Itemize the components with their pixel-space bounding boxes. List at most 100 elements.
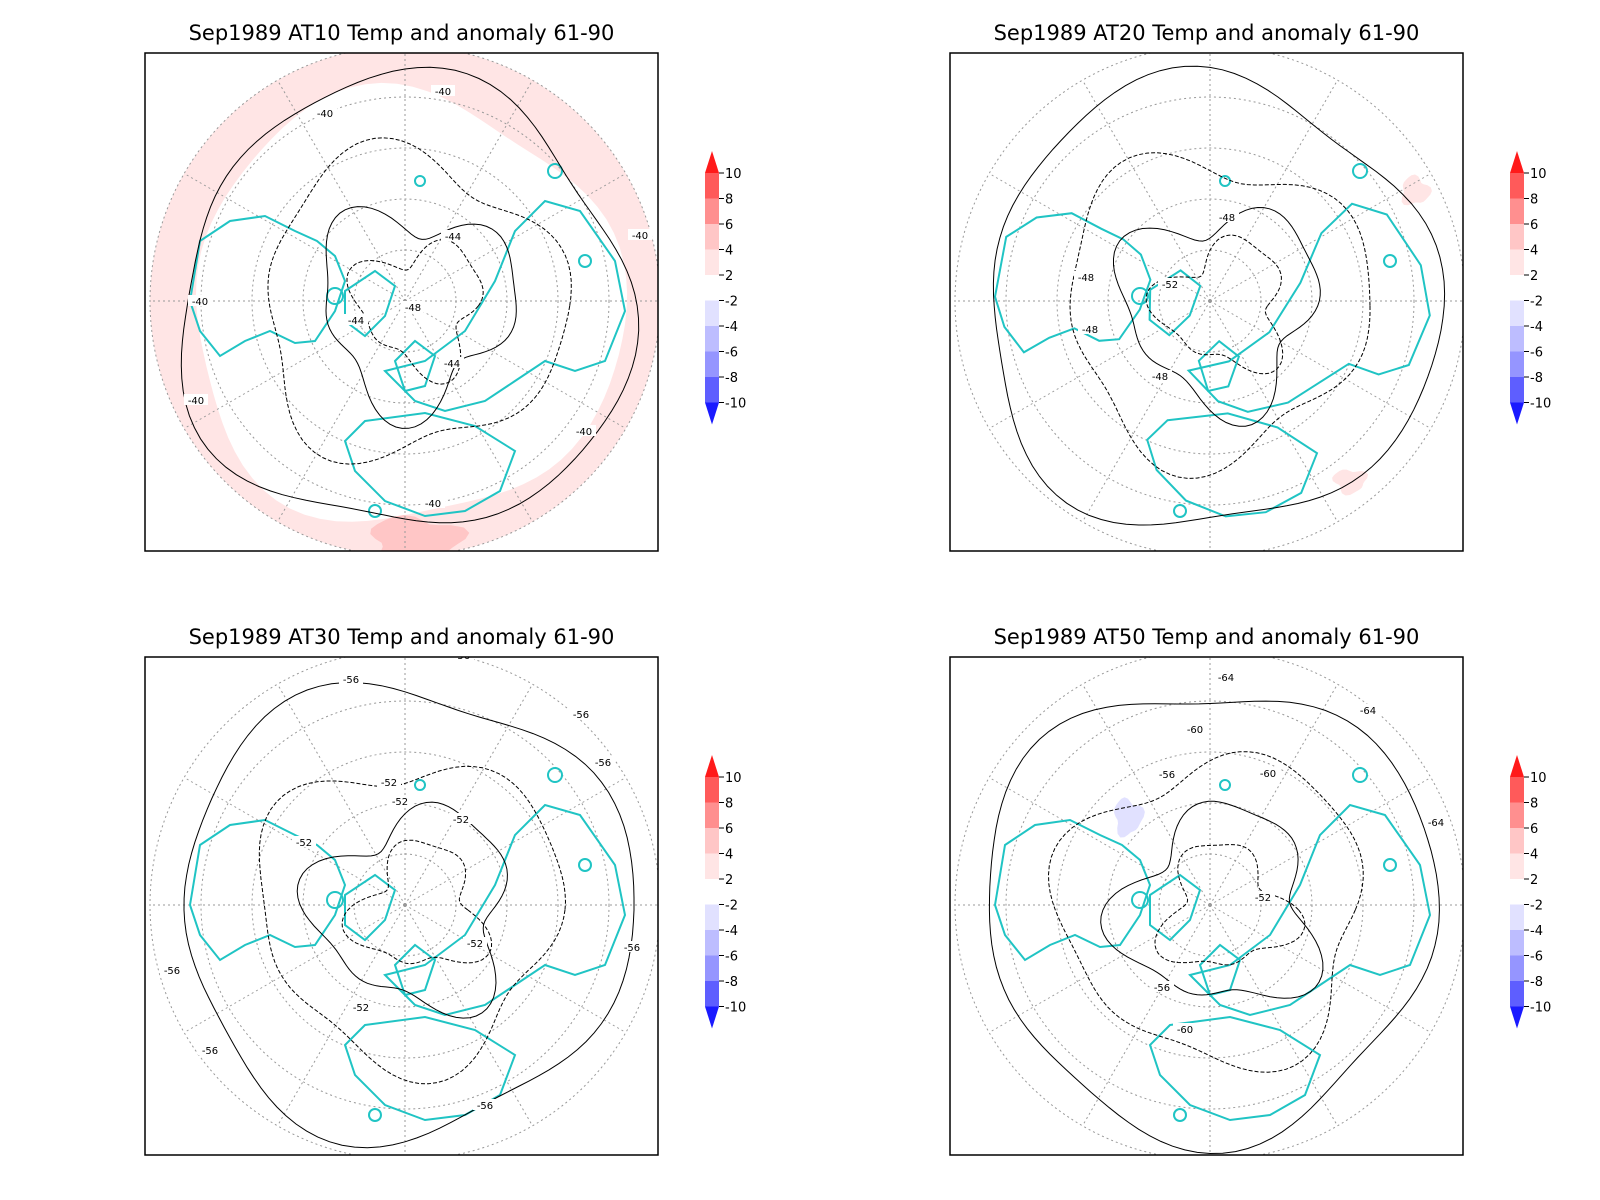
colorbar-label: -2 [725,295,738,310]
contour-label-bg [572,425,596,436]
colorbar: 10 8 6 4 2 -2 -4 -6 -8 -10 [1510,755,1551,1029]
contour-label-bg [1256,767,1280,778]
contour-label: -64 [1218,673,1234,684]
contour-label: -52 [467,939,483,950]
contour-label-bg [184,394,208,405]
contour-label-bg [388,795,412,806]
contour-label-bg [431,85,455,96]
colorbar-label: 6 [1530,822,1538,837]
contour-line [180,66,640,524]
colorbar-segment [705,879,719,905]
contour-label: -40 [188,396,204,407]
anomaly-shading [1401,174,1432,206]
contour-label-bg [349,1001,373,1012]
colorbar-label: 10 [1530,167,1547,182]
colorbar-segment [705,249,719,275]
colorbar-segment [705,904,719,930]
colorbar-segment [705,955,719,981]
contour-label: -48 [1152,372,1168,383]
contour-label: -56 [454,651,470,662]
colorbar-segment [1510,300,1524,326]
colorbar-bottom-arrow [705,1006,719,1029]
contour-line [258,765,567,1085]
contour-label-bg [591,756,615,767]
contour-label-bg [1214,671,1238,682]
colorbar-segment [705,173,719,199]
colorbar-segment [1510,377,1524,403]
contour-label-bg [569,708,593,719]
colorbar-bottom-arrow [705,402,719,425]
colorbar-segment [705,198,719,224]
contour-label-bg [1173,1023,1197,1034]
contour-label: -44 [445,232,461,243]
colorbar-label: -8 [725,371,738,386]
contour-lines [183,682,635,1149]
contour-label-bg [1155,768,1179,779]
contour-label: -52 [392,797,408,808]
contour-lines [180,66,640,524]
panel-title: Sep1989 AT50 Temp and anomaly 61-90 [994,625,1420,649]
colorbar-segment [1510,777,1524,803]
colorbar-segment [705,802,719,828]
colorbar-top-arrow [705,151,719,173]
contour-label: -56 [477,1101,493,1112]
contour-label-bg [292,836,316,847]
contour-label: -56 [202,1046,218,1057]
contour-label: -44 [444,359,460,370]
colorbar-label: -8 [725,975,738,990]
contour-label: -56 [1159,770,1175,781]
colorbar-label: -4 [1530,924,1543,939]
colorbar-segment [705,351,719,377]
contour-label: -48 [1219,213,1235,224]
contour-label: -48 [405,303,421,314]
colorbar-label: 4 [725,848,733,863]
contour-label-bg [1150,981,1174,992]
contour-line [988,700,1440,1155]
contour-label: -56 [343,675,359,686]
colorbar-label: 10 [725,167,742,182]
contour-label: -52 [453,815,469,826]
colorbar-segment [1510,224,1524,250]
contour-label: -64 [1428,818,1444,829]
contour-line [1113,206,1321,427]
coastlines [993,163,1431,518]
colorbar-label: 2 [725,269,733,284]
colorbar-label: 8 [725,193,733,208]
colorbar-label: -6 [1530,950,1543,965]
contour-label-bg [1158,278,1182,289]
contour-label: -56 [624,943,640,954]
colorbar-segment [705,777,719,803]
contour-label-bg [401,301,425,312]
colorbar-label: -8 [1530,371,1543,386]
contour-lines [992,65,1446,526]
hemisphere-boundary [954,53,1463,551]
colorbar-segment [1510,904,1524,930]
contour-label-bg [1183,723,1207,734]
contour-line [341,839,493,965]
colorbar-label: 2 [1530,873,1538,888]
colorbar-label: -2 [725,899,738,914]
colorbar-label: 2 [1530,269,1538,284]
contour-label: -52 [1255,893,1271,904]
contour-label-bg [620,941,644,952]
contour-label-bg [473,1099,497,1110]
contour-line [346,239,484,385]
colorbar-segment [705,981,719,1007]
contour-lines [988,700,1440,1155]
contour-label: -44 [348,316,364,327]
contour-label-bg [1251,891,1275,902]
contour-line [183,682,635,1149]
colorbar-segment [1510,828,1524,854]
colorbar-segment [1510,981,1524,1007]
contour-line [1069,152,1371,479]
colorbar-label: -4 [725,320,738,335]
colorbar-label: -6 [1530,346,1543,361]
lat-lon-grid [955,657,1463,1155]
contour-label: -40 [192,297,208,308]
anomaly-shading-strong [370,515,470,551]
colorbar-segment [1510,853,1524,879]
hemisphere-boundary [954,657,1463,1155]
contour-label-bg [160,964,184,975]
colorbar-label: 4 [725,244,733,259]
contour-label-bg [1424,816,1448,827]
